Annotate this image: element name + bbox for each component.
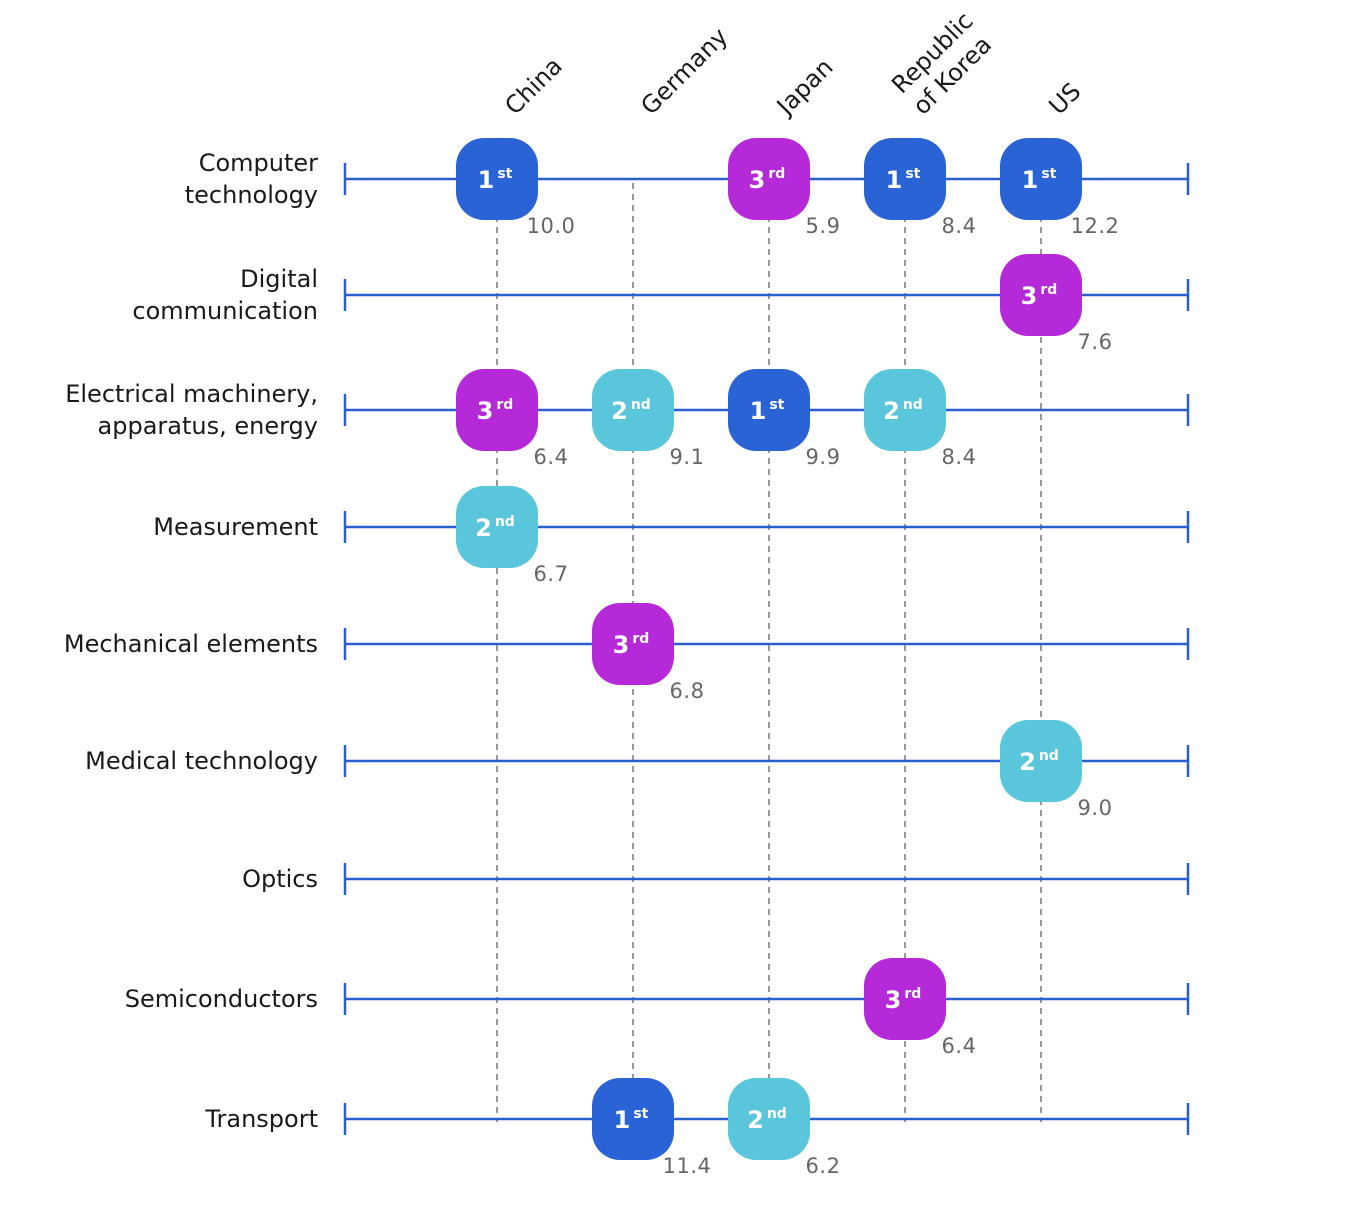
value-label: 5.9 xyxy=(806,214,841,238)
rank-badge-shape xyxy=(728,1078,810,1160)
value-label: 8.4 xyxy=(942,445,977,469)
rank-badge-electrical-machinery-apparatus-energy-germany: 2 nd9.1 xyxy=(592,369,704,469)
value-label: 6.2 xyxy=(806,1154,841,1178)
country-label-germany: Germany xyxy=(635,22,733,120)
rank-badge-shape xyxy=(1000,138,1082,220)
row-mechanical-elements: Mechanical elements xyxy=(64,628,1190,660)
rank-badge-computer-technology-republic-of-korea: 1 st8.4 xyxy=(864,138,976,238)
rank-badge-shape xyxy=(456,369,538,451)
country-label-china: China xyxy=(499,52,567,120)
field-label: technology xyxy=(185,181,318,209)
rank-badge-digital-communication-us: 3 rd7.6 xyxy=(1000,254,1112,354)
value-label: 8.4 xyxy=(942,214,977,238)
rank-badge-shape xyxy=(456,138,538,220)
value-label: 11.4 xyxy=(663,1154,712,1178)
value-label: 9.1 xyxy=(670,445,705,469)
field-label: Transport xyxy=(204,1105,318,1133)
rank-badge-shape xyxy=(728,138,810,220)
rank-badge-electrical-machinery-apparatus-energy-japan: 1 st9.9 xyxy=(728,369,840,469)
field-label: Digital xyxy=(240,265,318,293)
rank-badge-shape xyxy=(864,958,946,1040)
value-label: 12.2 xyxy=(1071,214,1120,238)
rank-badge-semiconductors-republic-of-korea: 3 rd6.4 xyxy=(864,958,976,1058)
rank-badge-shape xyxy=(456,486,538,568)
field-label: communication xyxy=(132,297,318,325)
field-label: Medical technology xyxy=(85,747,318,775)
rank-badge-shape xyxy=(864,369,946,451)
row-semiconductors: Semiconductors xyxy=(125,983,1190,1015)
value-label: 6.4 xyxy=(942,1034,977,1058)
rank-badge-computer-technology-japan: 3 rd5.9 xyxy=(728,138,840,238)
field-label: Computer xyxy=(199,149,318,177)
rank-badge-shape xyxy=(1000,720,1082,802)
country-label-us: US xyxy=(1043,77,1086,120)
rank-badge-shape xyxy=(592,369,674,451)
row-optics: Optics xyxy=(242,863,1190,895)
country-label-japan: Japan xyxy=(770,53,839,122)
row-measurement: Measurement xyxy=(153,511,1190,543)
value-label: 6.4 xyxy=(534,445,569,469)
country-label-text: US xyxy=(1043,77,1086,120)
value-label: 9.9 xyxy=(806,445,841,469)
value-label: 6.7 xyxy=(534,562,569,586)
rank-badge-transport-japan: 2 nd6.2 xyxy=(728,1078,840,1178)
country-label-text: Japan xyxy=(770,53,839,122)
country-guides xyxy=(496,183,1042,1122)
field-label: Mechanical elements xyxy=(64,630,318,658)
value-label: 9.0 xyxy=(1078,796,1113,820)
field-label: apparatus, energy xyxy=(98,412,318,440)
value-label: 6.8 xyxy=(670,679,705,703)
rank-badge-shape xyxy=(1000,254,1082,336)
value-label: 7.6 xyxy=(1078,330,1113,354)
rank-badge-shape xyxy=(864,138,946,220)
field-label: Electrical machinery, xyxy=(65,380,318,408)
rank-badge-shape xyxy=(728,369,810,451)
country-label-text: Germany xyxy=(635,22,733,120)
value-label: 10.0 xyxy=(527,214,576,238)
rank-badge-electrical-machinery-apparatus-energy-republic-of-korea: 2 nd8.4 xyxy=(864,369,976,469)
country-label-text: China xyxy=(499,52,567,120)
field-label: Optics xyxy=(242,865,318,893)
rank-badge-mechanical-elements-germany: 3 rd6.8 xyxy=(592,603,704,703)
field-label: Semiconductors xyxy=(125,985,318,1013)
rank-badge-electrical-machinery-apparatus-energy-china: 3 rd6.4 xyxy=(456,369,568,469)
rank-badge-shape xyxy=(592,603,674,685)
rank-badge-medical-technology-us: 2 nd9.0 xyxy=(1000,720,1112,820)
rank-badge-measurement-china: 2 nd6.7 xyxy=(456,486,568,586)
rank-badge-shape xyxy=(592,1078,674,1160)
field-label: Measurement xyxy=(153,513,318,541)
